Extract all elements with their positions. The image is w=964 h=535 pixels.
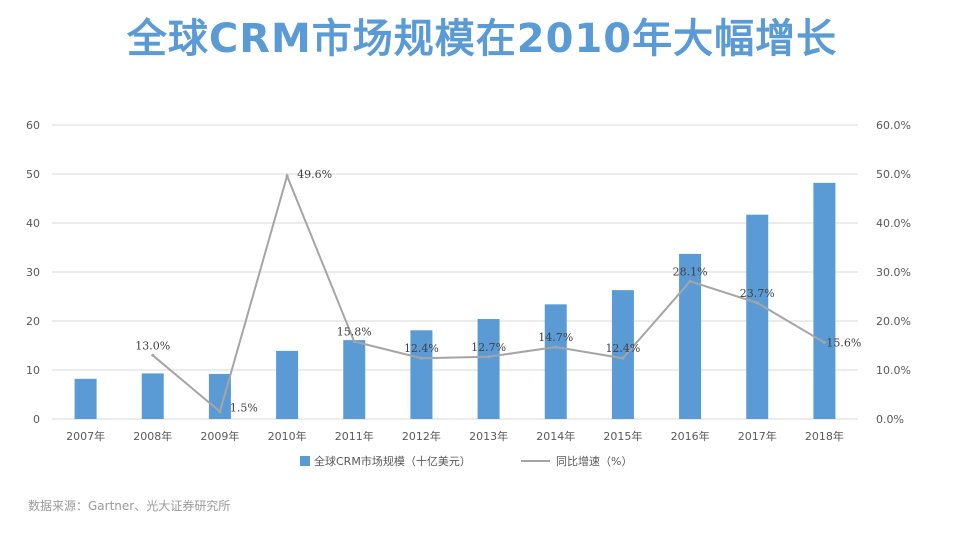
line-data-label: 15.8% <box>337 326 372 339</box>
left-tick-label: 10 <box>26 364 40 377</box>
line-point <box>352 340 356 344</box>
x-tick-label: 2015年 <box>603 429 642 443</box>
legend-line-label: 同比增速（%） <box>556 454 632 468</box>
right-tick-label: 60.0% <box>876 119 911 132</box>
grid-lines <box>52 124 858 420</box>
right-tick-label: 20.0% <box>876 315 911 328</box>
bar <box>679 253 702 419</box>
line-data-label: 28.1% <box>673 265 708 278</box>
right-tick-label: 10.0% <box>876 364 911 377</box>
line-point <box>554 345 558 349</box>
left-tick-label: 50 <box>26 168 40 181</box>
page-title: 全球CRM市场规模在2010年大幅增长 <box>126 16 838 62</box>
line-point <box>487 355 491 359</box>
x-tick-label: 2013年 <box>469 429 508 443</box>
x-tick-label: 2008年 <box>133 429 172 443</box>
line-data-label: 12.4% <box>605 342 640 355</box>
line-point <box>419 356 423 360</box>
left-tick-label: 60 <box>26 119 40 132</box>
left-tick-label: 20 <box>26 315 40 328</box>
line-data-label: 49.6% <box>297 168 332 181</box>
line-data-label: 12.7% <box>471 341 506 354</box>
line-point <box>285 174 289 178</box>
right-tick-label: 30.0% <box>876 266 911 279</box>
x-tick-label: 2011年 <box>335 429 374 443</box>
x-tick-label: 2014年 <box>536 429 575 443</box>
line-data-labels: 13.0% 1.5% 49.6% 15.8% 12.4% 12.7% 14.7% 12.4% 2… <box>135 168 861 415</box>
bar <box>544 304 567 419</box>
line-data-label: 1.5% <box>230 402 258 415</box>
bar <box>611 290 634 419</box>
x-tick-label: 2016年 <box>671 429 710 443</box>
line-data-label: 12.4% <box>404 342 439 355</box>
bar <box>410 330 433 419</box>
right-tick-label: 0.0% <box>876 413 904 426</box>
legend: 全球CRM市场规模（十亿美元） 同比增速（%） <box>300 454 632 468</box>
bar <box>746 214 769 419</box>
bar <box>74 378 97 419</box>
left-tick-label: 40 <box>26 217 40 230</box>
x-tick-label: 2007年 <box>66 429 105 443</box>
line-data-label: 13.0% <box>135 339 170 352</box>
x-tick-label: 2018年 <box>805 429 844 443</box>
bar-series <box>74 182 836 419</box>
left-tick-label: 30 <box>26 266 40 279</box>
line-point <box>151 353 155 357</box>
x-tick-label: 2017年 <box>738 429 777 443</box>
source-note: 数据来源：Gartner、光大证券研究所 <box>28 499 231 513</box>
line-point <box>688 279 692 283</box>
bar <box>276 350 299 419</box>
x-axis-ticks: 2007年 2008年 2009年 2010年 2011年 2012年 2013年 2014年… <box>66 429 844 443</box>
line-data-label: 14.7% <box>538 331 573 344</box>
line-point <box>218 410 222 414</box>
line-point <box>822 341 826 345</box>
legend-bar-swatch <box>300 456 310 466</box>
right-tick-label: 50.0% <box>876 168 911 181</box>
line-data-label: 23.7% <box>740 287 775 300</box>
line-point <box>621 356 625 360</box>
right-axis-ticks: 0.0% 10.0% 20.0% 30.0% 40.0% 50.0% 60.0% <box>876 119 911 426</box>
line-series <box>151 172 826 414</box>
legend-bar-label: 全球CRM市场规模（十亿美元） <box>314 454 471 468</box>
left-tick-label: 0 <box>33 413 40 426</box>
bar <box>141 373 164 419</box>
x-tick-label: 2010年 <box>268 429 307 443</box>
bar <box>813 182 836 419</box>
bar <box>477 319 500 419</box>
x-tick-label: 2012年 <box>402 429 441 443</box>
bar <box>343 340 366 419</box>
right-tick-label: 40.0% <box>876 217 911 230</box>
x-tick-label: 2009年 <box>200 429 239 443</box>
left-axis-ticks: 0 10 20 30 40 50 60 <box>26 119 40 426</box>
line-data-label: 15.6% <box>826 337 861 350</box>
line-point <box>755 301 759 305</box>
